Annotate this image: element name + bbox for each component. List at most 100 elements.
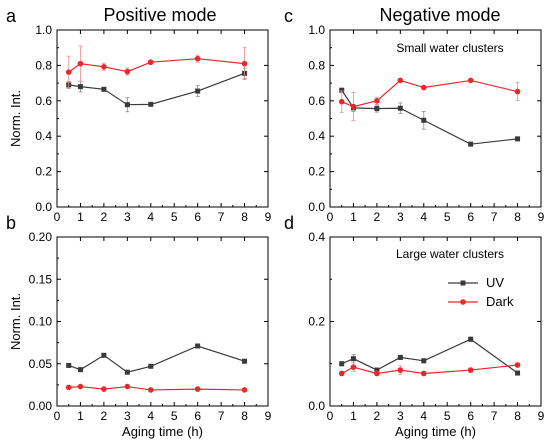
data-point: [338, 370, 345, 377]
panel-letter-d: d: [284, 213, 294, 233]
data-point: [66, 362, 72, 368]
y-tick-label: 0.8: [308, 58, 325, 72]
data-point: [421, 358, 427, 364]
x-tick-label: 7: [491, 409, 498, 423]
y-tick-label: 0.8: [35, 58, 52, 72]
y-tick-label: 1.0: [35, 23, 52, 37]
panel-a: a 0 1 2 3 4 5 6 7 8 9 0.0 0.2 0.4 0.6 0.8 1.0 Norm. Int.: [6, 6, 272, 224]
data-point: [374, 106, 380, 112]
data-point: [397, 77, 404, 84]
data-point: [147, 59, 154, 66]
series-uv: [66, 67, 248, 113]
x-tick-label: 2: [374, 210, 381, 224]
data-point: [339, 361, 345, 367]
data-point: [77, 60, 84, 67]
y-tick-label: 0.6: [308, 94, 325, 108]
x-tick-label: 6: [467, 210, 474, 224]
y-tick-label: 0.10: [29, 315, 53, 329]
x-tick-label: 1: [350, 409, 357, 423]
legend-marker: [460, 280, 466, 286]
x-tick-label: 9: [538, 210, 545, 224]
x-tick-label: 0: [54, 210, 61, 224]
data-point: [514, 362, 521, 368]
y-tick-label: 0.05: [29, 357, 53, 371]
data-point: [242, 358, 248, 364]
data-point: [374, 367, 380, 373]
x-tick-label: 2: [101, 409, 108, 423]
y-tick-label: 0.0: [308, 399, 325, 413]
x-tick-label: 9: [265, 409, 272, 423]
data-point: [65, 384, 72, 391]
x-tick-label: 7: [491, 210, 498, 224]
legend-label: Dark: [486, 294, 514, 309]
col-title-positive-mode: Positive mode: [103, 5, 216, 25]
panel-annotation: Large water clusters: [396, 247, 504, 261]
series-uv: [66, 343, 248, 375]
series-line: [68, 72, 245, 106]
data-point: [420, 370, 427, 377]
x-tick-label: 5: [171, 210, 178, 224]
data-point: [397, 354, 403, 360]
col-title-negative-mode: Negative mode: [379, 5, 500, 25]
data-point: [397, 367, 404, 373]
panel-letter-c: c: [284, 6, 293, 26]
panel-letter-a: a: [6, 6, 17, 26]
data-point: [148, 363, 154, 369]
x-tick-label: 5: [171, 409, 178, 423]
x-tick-label: 9: [265, 210, 272, 224]
y-tick-label: 0.4: [308, 230, 325, 244]
series-line: [341, 89, 518, 145]
data-point: [515, 136, 521, 142]
y-tick-label: 0.4: [308, 129, 325, 143]
x-tick-label: 7: [218, 409, 225, 423]
data-point: [350, 356, 356, 362]
y-axis-label: Norm. Int.: [8, 90, 23, 147]
plot-frame: [56, 29, 269, 208]
y-tick-label: 1.0: [308, 23, 325, 37]
x-tick-label: 6: [194, 409, 201, 423]
data-point: [339, 87, 345, 93]
series-dark: [338, 77, 521, 122]
x-tick-label: 3: [397, 409, 404, 423]
panel-b: b 0 1 2 3 4 5 6 7 8 9 0.00 0.05 0.10 0.15 0.20 Norm. Int…: [6, 213, 272, 439]
x-tick-label: 5: [444, 210, 451, 224]
series-uv: [339, 336, 521, 376]
plot-frame: [329, 236, 542, 407]
data-point: [350, 103, 357, 110]
data-point: [124, 68, 131, 75]
x-tick-label: 8: [514, 210, 521, 224]
x-tick-label: 4: [147, 409, 154, 423]
data-point: [515, 370, 521, 376]
legend: UV Dark: [448, 275, 514, 309]
data-point: [397, 105, 403, 111]
data-point: [195, 88, 201, 94]
data-point: [468, 141, 474, 147]
data-point: [195, 343, 201, 349]
x-axis-label: Aging time (h): [395, 424, 476, 439]
x-tick-label: 3: [124, 409, 131, 423]
plot-frame: [56, 236, 269, 407]
data-point: [374, 370, 380, 377]
data-point: [124, 102, 130, 108]
x-tick-label: 0: [327, 409, 334, 423]
panel-letter-b: b: [6, 213, 16, 233]
data-point: [101, 86, 107, 92]
x-axis-label: Aging time (h): [122, 424, 203, 439]
data-point: [148, 101, 154, 107]
legend-label: UV: [486, 275, 504, 290]
data-point: [101, 386, 107, 392]
x-tick-label: 2: [374, 409, 381, 423]
y-axis-label: Norm. Int.: [8, 293, 23, 350]
data-point: [468, 336, 474, 342]
data-point: [421, 117, 427, 123]
x-tick-label: 8: [241, 409, 248, 423]
data-point: [374, 98, 380, 104]
y-tick-label: 0.0: [35, 200, 52, 214]
data-point: [467, 367, 474, 373]
y-tick-label: 0.2: [308, 315, 325, 329]
x-tick-label: 0: [54, 409, 61, 423]
data-point: [124, 383, 131, 390]
x-tick-label: 4: [420, 210, 427, 224]
y-tick-label: 0.0: [308, 200, 325, 214]
